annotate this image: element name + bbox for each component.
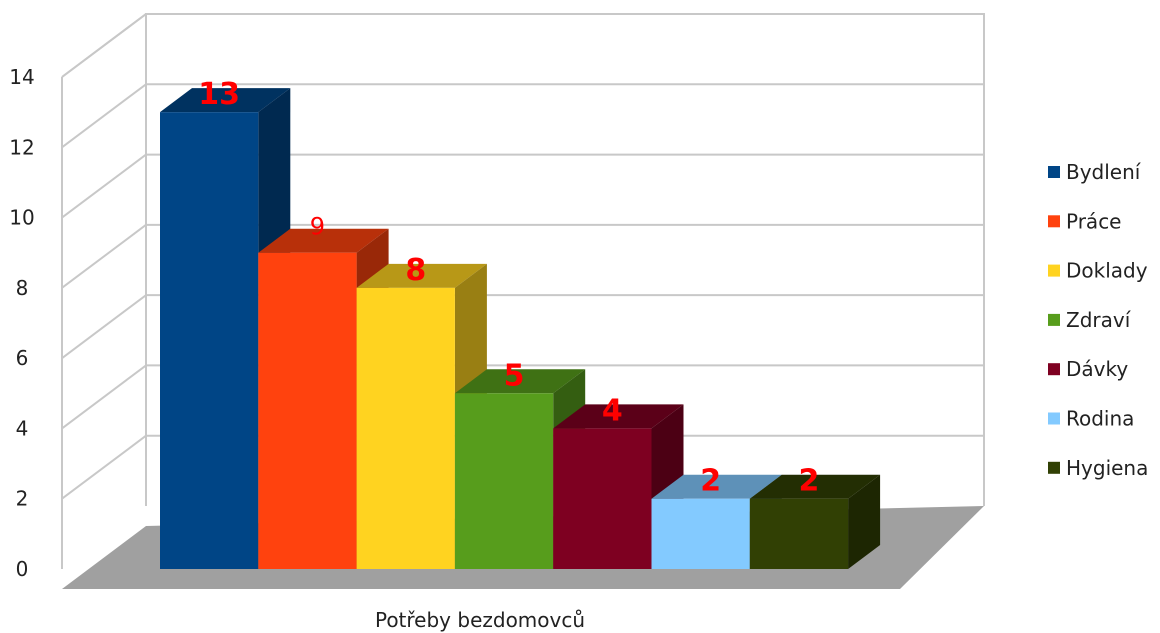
data-label: 2 (700, 464, 721, 499)
bar (454, 393, 554, 569)
y-tick-label: 0 (16, 557, 29, 581)
x-axis-label: Potřeby bezdomovců (375, 608, 585, 632)
y-tick-label: 8 (16, 276, 29, 300)
bar-top (749, 474, 881, 499)
bar (749, 498, 849, 569)
legend-swatch (1048, 363, 1060, 376)
y-tick-label: 10 (9, 206, 34, 230)
legend-label: Dávky (1066, 357, 1128, 381)
gridline-side (61, 294, 147, 359)
y-axis-ticks: 0 2 4 6 8 10 12 14 (9, 65, 34, 581)
legend-swatch (1048, 412, 1060, 425)
data-label: 5 (504, 358, 525, 393)
y-tick-label: 12 (9, 135, 34, 159)
data-label: 9 (310, 213, 325, 241)
data-label: 2 (799, 464, 820, 499)
bar-top (160, 88, 291, 113)
legend-label: Zdraví (1066, 308, 1132, 332)
gridline-side (61, 434, 147, 500)
bar-top (454, 369, 586, 394)
legend-swatch (1048, 313, 1060, 326)
bar-top (553, 404, 684, 429)
legend-label: Práce (1066, 209, 1122, 233)
bar (160, 112, 259, 570)
y-tick-label: 2 (16, 487, 29, 511)
legend-swatch (1048, 215, 1060, 228)
y-tick-label: 4 (16, 416, 29, 440)
y-tick-label: 14 (9, 65, 34, 89)
legend-swatch (1048, 461, 1060, 474)
bar (553, 428, 652, 569)
chart-bars (160, 88, 881, 570)
bar-top (258, 228, 389, 253)
data-label: 13 (198, 77, 240, 112)
gridline-side (61, 153, 147, 219)
legend-label: Hygiena (1066, 456, 1148, 480)
bar (258, 252, 357, 569)
legend-label: Doklady (1066, 259, 1148, 283)
legend-swatch (1048, 166, 1060, 178)
data-label: 8 (405, 253, 426, 288)
legend-swatch (1048, 264, 1060, 277)
bar-top (651, 474, 782, 499)
bar (356, 287, 455, 569)
gridline-side (61, 364, 147, 430)
y-tick-label: 6 (16, 346, 29, 370)
data-labels: 13 9 8 5 4 2 2 (198, 77, 819, 499)
bar (651, 498, 750, 569)
bar-side (848, 474, 881, 569)
legend-label: Rodina (1066, 407, 1134, 431)
gridline-side (61, 224, 147, 289)
data-label: 4 (602, 393, 623, 428)
gridline-side (61, 83, 147, 149)
legend-label: Bydlení (1066, 160, 1142, 184)
bar-top (356, 263, 487, 288)
chart-legend: Bydlení Práce Doklady Zdraví Dávky Rodina Hygi… (1048, 160, 1148, 480)
gridline-side (61, 13, 147, 78)
